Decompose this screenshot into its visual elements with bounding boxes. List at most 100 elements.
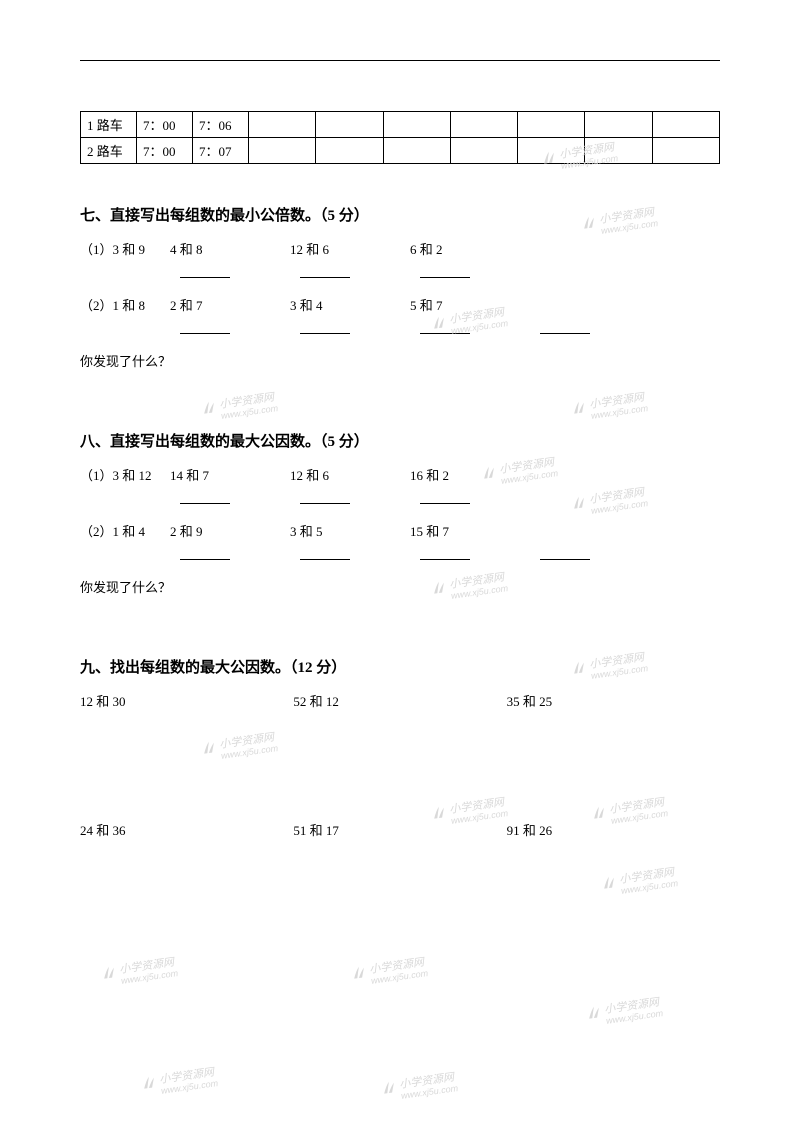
- watermark: 小学资源网www.xj5u.com: [604, 996, 664, 1027]
- leaf-icon: [571, 397, 589, 415]
- problem-item: 2 和 9: [170, 521, 290, 540]
- watermark-url: www.xj5u.com: [160, 1078, 218, 1096]
- watermark: 小学资源网www.xj5u.com: [399, 1071, 459, 1102]
- answer-blank: [170, 490, 290, 509]
- problem-label: （1）3 和 9: [80, 239, 170, 258]
- leaf-icon: [591, 802, 609, 820]
- leaf-icon: [601, 872, 619, 890]
- empty-cell: [585, 138, 652, 164]
- leaf-icon: [201, 737, 219, 755]
- problem-label: （2）1 和 4: [80, 521, 170, 540]
- empty-cell: [585, 112, 652, 138]
- watermark-title: 小学资源网: [619, 866, 675, 886]
- watermark-url: www.xj5u.com: [220, 403, 278, 421]
- problem-row: （2）1 和 4 2 和 9 3 和 5 15 和 7: [80, 521, 720, 540]
- answer-blank: [290, 320, 410, 339]
- leaf-icon: [431, 802, 449, 820]
- answer-blank-row: [80, 320, 720, 339]
- bus-time: 7：00: [137, 138, 193, 164]
- watermark: 小学资源网www.xj5u.com: [369, 956, 429, 987]
- problem-item: 14 和 7: [170, 465, 290, 484]
- problem-item: 6 和 2: [410, 239, 530, 258]
- empty-cell: [450, 138, 517, 164]
- watermark-title: 小学资源网: [119, 956, 175, 976]
- problem-row: （2）1 和 8 2 和 7 3 和 4 5 和 7: [80, 295, 720, 314]
- discover-prompt: 你发现了什么？: [80, 351, 720, 370]
- empty-cell: [652, 112, 719, 138]
- watermark-url: www.xj5u.com: [400, 1083, 458, 1101]
- empty-cell: [383, 112, 450, 138]
- empty-cell: [450, 112, 517, 138]
- empty-cell: [518, 138, 585, 164]
- watermark-url: www.xj5u.com: [605, 1008, 663, 1026]
- problem-item: 35 和 25: [507, 691, 720, 710]
- answer-blank: [530, 320, 650, 339]
- answer-blank-row: [80, 490, 720, 509]
- leaf-icon: [586, 1002, 604, 1020]
- problem-item: 52 和 12: [293, 691, 506, 710]
- empty-cell: [652, 138, 719, 164]
- problem-item: 4 和 8: [170, 239, 290, 258]
- answer-blank: [290, 264, 410, 283]
- watermark: 小学资源网www.xj5u.com: [589, 391, 649, 422]
- watermark: 小学资源网www.xj5u.com: [159, 1066, 219, 1097]
- leaf-icon: [101, 962, 119, 980]
- problem-row: 12 和 30 52 和 12 35 和 25: [80, 691, 720, 710]
- watermark: 小学资源网www.xj5u.com: [219, 731, 279, 762]
- problem-item: 24 和 36: [80, 820, 293, 839]
- problem-item: 91 和 26: [507, 820, 720, 839]
- empty-cell: [316, 138, 383, 164]
- watermark-title: 小学资源网: [399, 1071, 455, 1091]
- watermark-title: 小学资源网: [219, 731, 275, 751]
- empty-cell: [383, 138, 450, 164]
- watermark-title: 小学资源网: [159, 1066, 215, 1086]
- problem-item: 12 和 6: [290, 465, 410, 484]
- discover-prompt: 你发现了什么？: [80, 577, 720, 596]
- table-row: 1 路车 7：00 7：06: [81, 112, 720, 138]
- problem-item: 51 和 17: [293, 820, 506, 839]
- leaf-icon: [201, 397, 219, 415]
- problem-item: 16 和 2: [410, 465, 530, 484]
- answer-blank: [170, 546, 290, 565]
- bus-time: 7：06: [193, 112, 249, 138]
- problem-row: 24 和 36 51 和 17 91 和 26: [80, 820, 720, 839]
- problem-item: 12 和 6: [290, 239, 410, 258]
- section8-heading: 八、直接写出每组数的最大公因数。（5 分）: [80, 430, 720, 451]
- leaf-icon: [381, 1077, 399, 1095]
- problem-label: （1）3 和 12: [80, 465, 170, 484]
- answer-blank-row: [80, 264, 720, 283]
- watermark-url: www.xj5u.com: [370, 968, 428, 986]
- problem-label: （2）1 和 8: [80, 295, 170, 314]
- answer-blank: [410, 490, 530, 509]
- answer-blank: [410, 264, 530, 283]
- leaf-icon: [141, 1072, 159, 1090]
- watermark-url: www.xj5u.com: [120, 968, 178, 986]
- bus-time: 7：07: [193, 138, 249, 164]
- watermark-title: 小学资源网: [609, 796, 665, 816]
- watermark-url: www.xj5u.com: [620, 878, 678, 896]
- answer-blank: [290, 490, 410, 509]
- watermark-title: 小学资源网: [219, 391, 275, 411]
- leaf-icon: [351, 962, 369, 980]
- empty-cell: [249, 138, 316, 164]
- bus-schedule-table: 1 路车 7：00 7：06 2 路车 7：00 7：07: [80, 111, 720, 164]
- problem-item: 5 和 7: [410, 295, 530, 314]
- answer-blank: [290, 546, 410, 565]
- empty-cell: [249, 112, 316, 138]
- problem-item: 12 和 30: [80, 691, 293, 710]
- watermark: 小学资源网www.xj5u.com: [619, 866, 679, 897]
- watermark-title: 小学资源网: [449, 796, 505, 816]
- problem-row: （1）3 和 12 14 和 7 12 和 6 16 和 2: [80, 465, 720, 484]
- problem-item: 3 和 5: [290, 521, 410, 540]
- problem-item: 15 和 7: [410, 521, 530, 540]
- section7-heading: 七、直接写出每组数的最小公倍数。（5 分）: [80, 204, 720, 225]
- empty-cell: [518, 112, 585, 138]
- table-row: 2 路车 7：00 7：07: [81, 138, 720, 164]
- bus-label: 2 路车: [81, 138, 137, 164]
- bus-time: 7：00: [137, 112, 193, 138]
- watermark-title: 小学资源网: [604, 996, 660, 1016]
- empty-cell: [316, 112, 383, 138]
- answer-blank-row: [80, 546, 720, 565]
- watermark: 小学资源网www.xj5u.com: [219, 391, 279, 422]
- bus-label: 1 路车: [81, 112, 137, 138]
